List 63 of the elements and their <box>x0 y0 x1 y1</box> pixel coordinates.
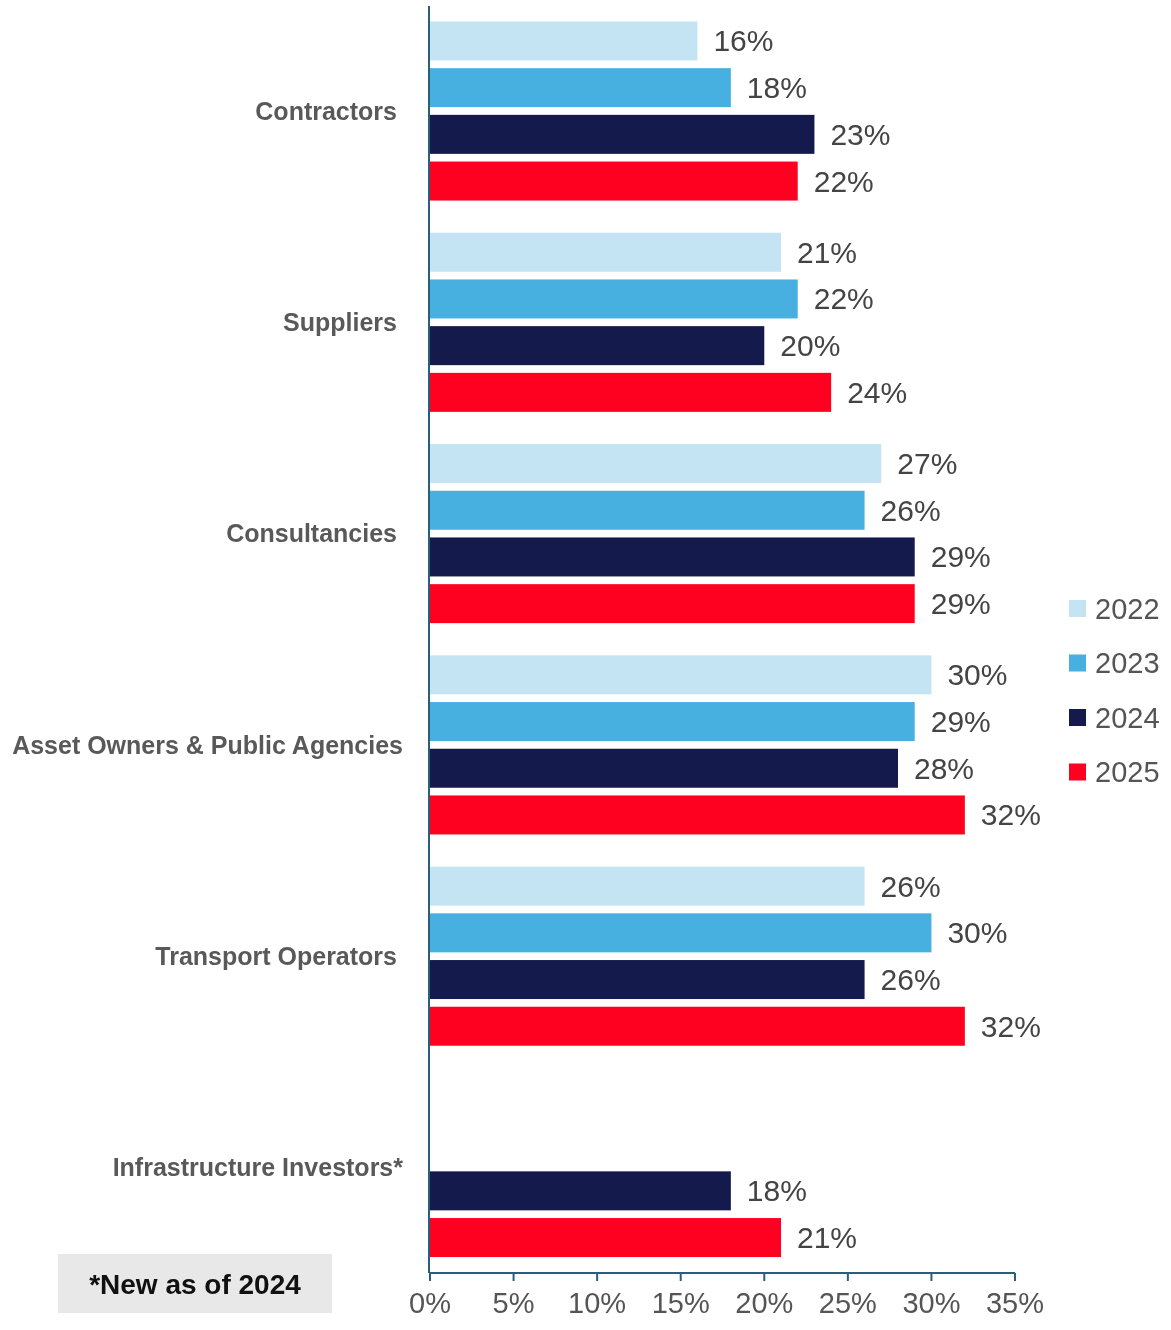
x-tick-label: 25% <box>818 1287 877 1319</box>
legend-label: 2024 <box>1095 701 1160 734</box>
bar <box>430 913 932 953</box>
data-label: 18% <box>746 71 807 105</box>
bar <box>430 68 731 108</box>
data-label: 26% <box>880 869 941 903</box>
bar <box>430 584 915 624</box>
legend-label: 2022 <box>1095 592 1160 625</box>
data-label: 27% <box>897 447 958 481</box>
bar <box>430 1006 965 1046</box>
y-tick-label: Consultancies <box>226 519 397 548</box>
bar <box>430 232 781 272</box>
data-label: 22% <box>813 282 874 316</box>
data-label: 30% <box>947 916 1008 950</box>
bar <box>430 748 898 788</box>
data-label: 22% <box>813 164 874 198</box>
text: *New as of 2024 <box>89 1268 302 1300</box>
bar <box>430 795 965 835</box>
bar <box>430 702 915 742</box>
bar <box>430 1171 731 1211</box>
bar <box>430 866 865 906</box>
bar <box>430 326 765 366</box>
x-tick-label: 30% <box>902 1287 961 1319</box>
y-tick-label: Contractors <box>255 96 397 125</box>
x-tick-label: 15% <box>651 1287 710 1319</box>
bar <box>430 655 932 695</box>
y-tick-label: Transport Operators <box>155 941 397 970</box>
x-tick-label: 35% <box>985 1287 1045 1319</box>
data-label: 26% <box>880 493 941 527</box>
legend-label: 2023 <box>1095 647 1160 680</box>
data-label: 16% <box>713 24 774 58</box>
data-label: 18% <box>746 1174 807 1208</box>
data-label: 29% <box>930 587 991 621</box>
y-tick-label: Suppliers <box>283 308 397 337</box>
bar <box>430 960 865 1000</box>
bar <box>430 444 882 484</box>
data-label: 29% <box>930 705 991 739</box>
x-tick-label: 10% <box>568 1287 627 1319</box>
data-label: 23% <box>830 117 891 151</box>
legend-label: 2025 <box>1095 756 1160 789</box>
data-label: 28% <box>914 751 975 785</box>
data-label: 21% <box>797 1221 858 1255</box>
data-label: 32% <box>980 1009 1041 1043</box>
bar <box>430 537 915 577</box>
x-tick-label: 20% <box>735 1287 794 1319</box>
bar <box>430 490 865 530</box>
bar <box>430 279 798 319</box>
data-label: 29% <box>930 540 991 574</box>
bar <box>430 1218 781 1258</box>
data-label: 20% <box>780 329 841 363</box>
data-label: 32% <box>980 798 1041 832</box>
y-tick-label: Asset Owners & Public Agencies <box>12 730 403 759</box>
bar <box>430 161 798 201</box>
bar <box>430 21 698 61</box>
data-label: 30% <box>947 658 1008 692</box>
x-tick-label: 5% <box>492 1287 535 1319</box>
y-tick-label: Infrastructure Investors* <box>112 1153 404 1182</box>
x-tick-label: 0% <box>409 1287 451 1319</box>
bar <box>430 372 832 412</box>
data-label: 24% <box>847 375 908 409</box>
data-label: 21% <box>797 235 858 269</box>
data-label: 26% <box>880 963 941 997</box>
bar <box>430 114 815 154</box>
